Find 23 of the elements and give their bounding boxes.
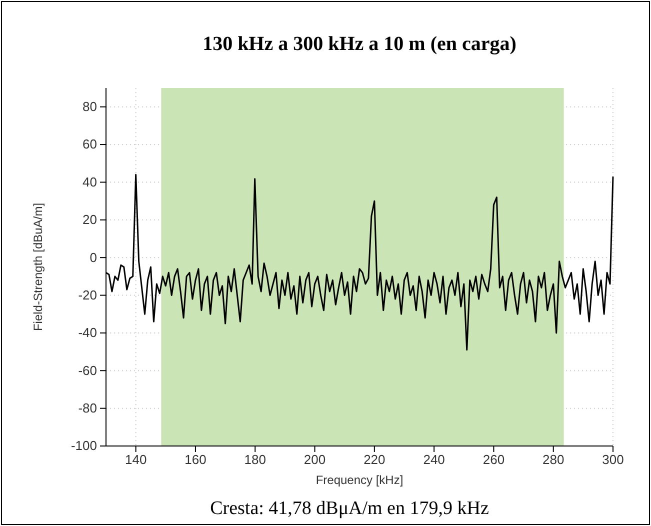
- y-tick-label: 80: [82, 99, 97, 114]
- y-tick-label: 60: [82, 136, 97, 152]
- x-axis-title: Frequency [kHz]: [316, 473, 404, 487]
- y-tick-label: 20: [82, 212, 97, 228]
- y-tick-label: -80: [78, 400, 97, 416]
- x-tick-label: 300: [602, 452, 624, 468]
- x-tick-label: 180: [244, 452, 266, 468]
- text: Cresta: 41,78 dBμA/m en 179,9 kHz: [210, 498, 489, 519]
- y-axis-title: Field-Strength [dBuA/m]: [31, 202, 45, 332]
- x-tick-label: 240: [423, 452, 445, 468]
- x-tick-label: 260: [482, 452, 505, 468]
- y-tick-label: -100: [70, 438, 97, 454]
- chart-title: 130 kHz a 300 kHz a 10 m (en carga): [202, 33, 516, 55]
- y-tick-label: -40: [78, 325, 97, 340]
- y-tick-label: -20: [78, 287, 97, 302]
- x-tick-label: 280: [542, 452, 564, 468]
- x-tick-label: 140: [124, 452, 147, 468]
- y-tick-label: 40: [82, 174, 97, 190]
- x-tick-label: 220: [364, 452, 386, 468]
- y-tick-label: -60: [78, 362, 97, 378]
- x-tick-label: 160: [184, 452, 206, 468]
- x-tick-label: 200: [304, 452, 326, 468]
- y-tick-label: 0: [90, 250, 97, 265]
